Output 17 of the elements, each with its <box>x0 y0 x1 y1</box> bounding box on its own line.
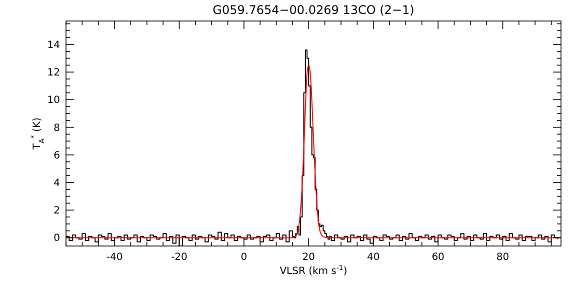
x-tick-label: 80 <box>496 252 510 263</box>
x-tick-label: 20 <box>302 252 316 263</box>
x-tick-label: 60 <box>432 252 444 263</box>
x-tick-label: 0 <box>240 252 248 263</box>
y-tick-label: 4 <box>54 178 60 190</box>
y-tick-label: 2 <box>54 206 60 217</box>
x-axis-title: VLSR (km s$^{-1}$) <box>280 264 348 277</box>
y-tick-label: 0 <box>54 233 60 244</box>
x-tick-label: -20 <box>171 252 188 263</box>
chart-title: G059.7654−00.0269 13CO (2−1) <box>212 3 414 17</box>
y-tick-label: 12 <box>47 68 60 79</box>
y-tick-label: 10 <box>47 95 60 106</box>
y-tick-label: 6 <box>54 150 60 162</box>
x-tick-label: -40 <box>106 252 123 263</box>
x-tick-label: 40 <box>366 252 380 263</box>
y-tick-label: 14 <box>47 40 60 51</box>
y-tick-label: 8 <box>54 122 60 134</box>
